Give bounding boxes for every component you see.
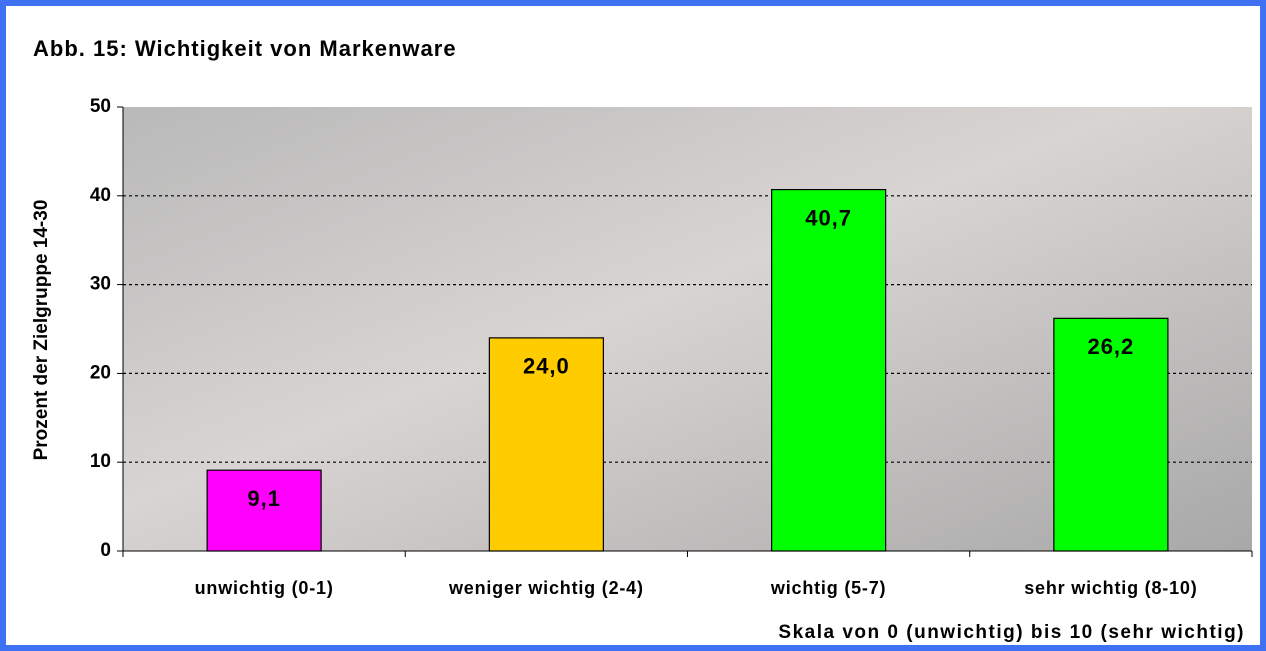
value-label: 24,0: [523, 354, 570, 379]
y-axis-label: Prozent der Zielgruppe 14-30: [31, 200, 52, 461]
x-tick-label: weniger wichtig (2-4): [448, 578, 644, 598]
chart: Abb. 15: Wichtigkeit von Markenware Proz…: [0, 0, 1266, 651]
x-axis-label: Skala von 0 (unwichtig) bis 10 (sehr wic…: [778, 622, 1245, 643]
x-tick-label: sehr wichtig (8-10): [1024, 578, 1197, 598]
value-label: 9,1: [247, 486, 281, 511]
x-tick-label: unwichtig (0-1): [195, 578, 334, 598]
x-tick-label: wichtig (5-7): [770, 578, 886, 598]
y-tick-label: 40: [90, 185, 111, 206]
y-tick-label: 50: [90, 96, 111, 117]
value-label: 40,7: [805, 205, 852, 230]
y-tick-label: 10: [90, 451, 111, 472]
y-tick-label: 20: [90, 362, 111, 383]
y-tick-label: 0: [100, 540, 111, 561]
y-tick-label: 30: [90, 274, 111, 295]
bar: [772, 190, 886, 551]
value-label: 26,2: [1087, 334, 1134, 359]
chart-title: Abb. 15: Wichtigkeit von Markenware: [33, 36, 457, 61]
